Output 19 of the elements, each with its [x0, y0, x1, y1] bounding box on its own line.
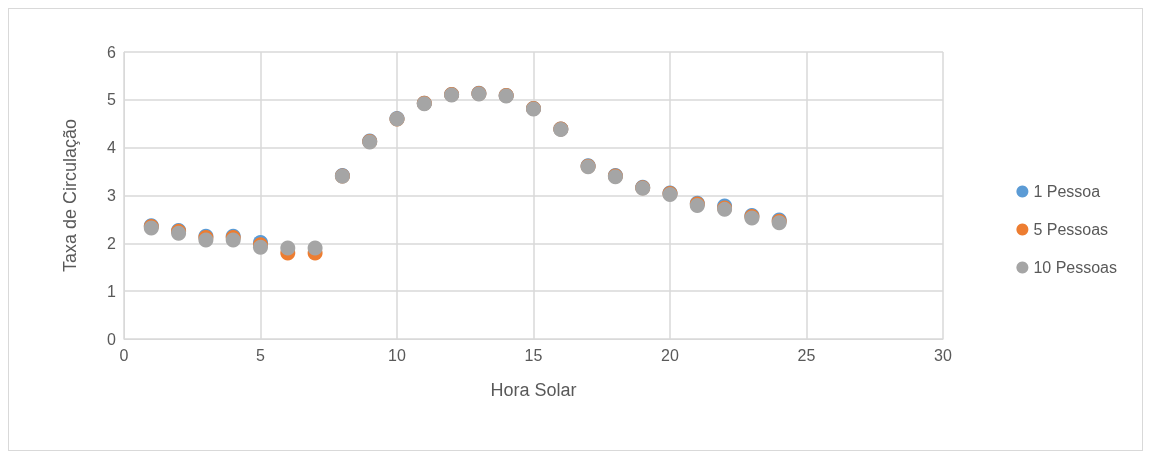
- x-tick-label: 25: [797, 346, 816, 364]
- x-tick-label: 0: [119, 346, 129, 364]
- y-tick-label: 2: [107, 234, 117, 252]
- y-tick-label: 5: [107, 91, 117, 109]
- x-axis-title: Hora Solar: [490, 380, 577, 400]
- y-tick-label: 3: [107, 187, 117, 204]
- legend-label: 5 Pessoas: [1033, 221, 1109, 238]
- x-tick-label: 5: [256, 346, 266, 364]
- y-axis-title: Taxa de Circulação: [60, 118, 80, 273]
- x-tick-label: 20: [661, 346, 679, 364]
- y-tick-label: 4: [107, 139, 117, 157]
- legend-label: 10 Pessoas: [1033, 259, 1117, 276]
- y-tick-label: 6: [107, 43, 117, 61]
- x-tick-label: 15: [524, 346, 543, 364]
- legend-label: 1 Pessoa: [1033, 183, 1101, 200]
- y-tick-label: 0: [107, 330, 117, 348]
- y-tick-label: 1: [107, 282, 117, 300]
- x-tick-label: 30: [934, 346, 952, 364]
- x-tick-label: 10: [388, 346, 406, 364]
